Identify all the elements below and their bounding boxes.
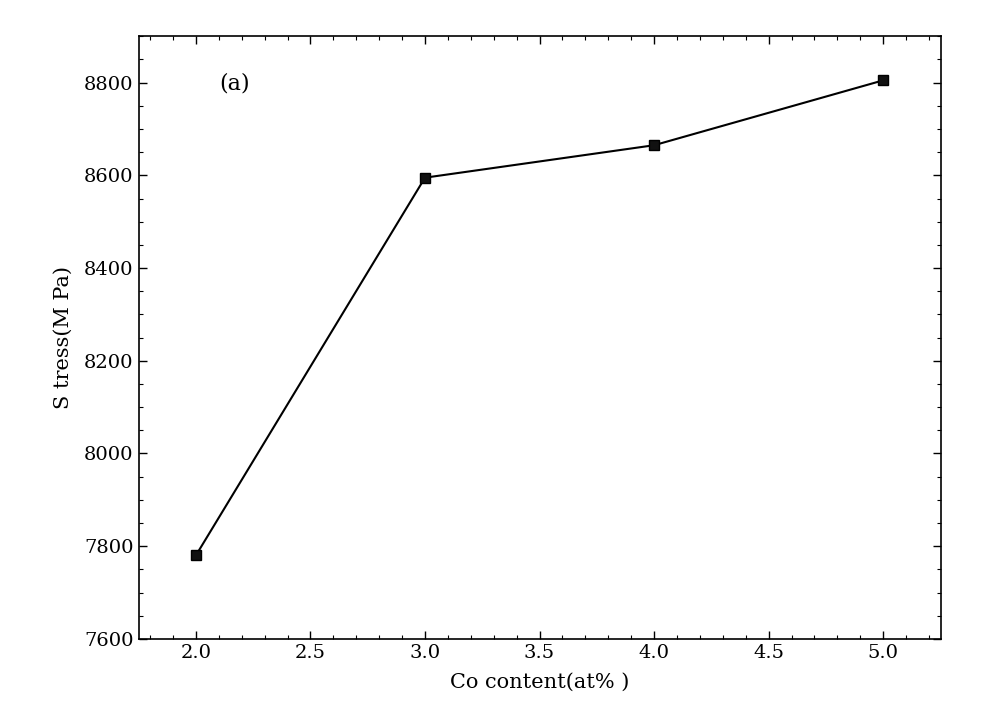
Y-axis label: S tress(M Pa): S tress(M Pa) (54, 266, 73, 409)
Text: (a): (a) (219, 73, 249, 94)
X-axis label: Co content(at% ): Co content(at% ) (449, 673, 630, 692)
